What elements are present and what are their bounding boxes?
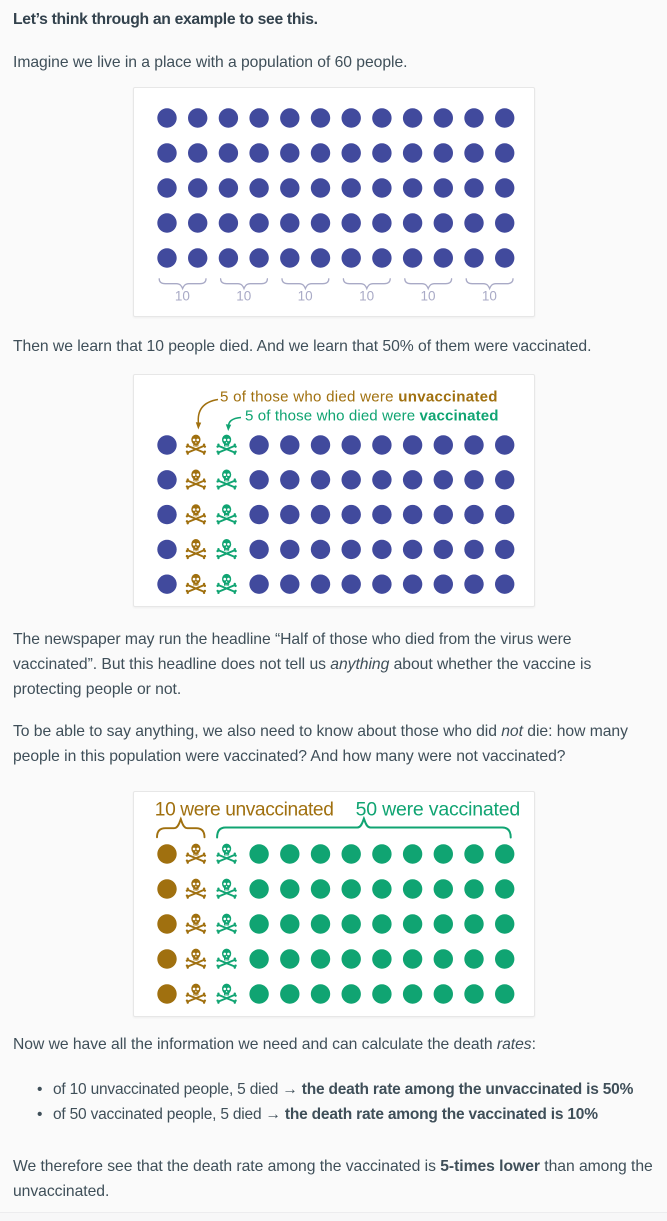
svg-text:10: 10 xyxy=(236,289,251,304)
svg-text:10: 10 xyxy=(175,289,190,304)
svg-text:10: 10 xyxy=(359,289,374,304)
svg-text:5 of those who died were unvac: 5 of those who died were unvaccinated xyxy=(220,388,498,405)
svg-text:10: 10 xyxy=(482,289,497,304)
svg-text:10: 10 xyxy=(420,289,435,304)
svg-text:10: 10 xyxy=(298,289,313,304)
svg-text:5 of those who died were vacci: 5 of those who died were vaccinated xyxy=(245,408,499,425)
svg-text:50 were vaccinated: 50 were vaccinated xyxy=(356,798,520,820)
svg-text:10 were unvaccinated: 10 were unvaccinated xyxy=(155,799,334,820)
